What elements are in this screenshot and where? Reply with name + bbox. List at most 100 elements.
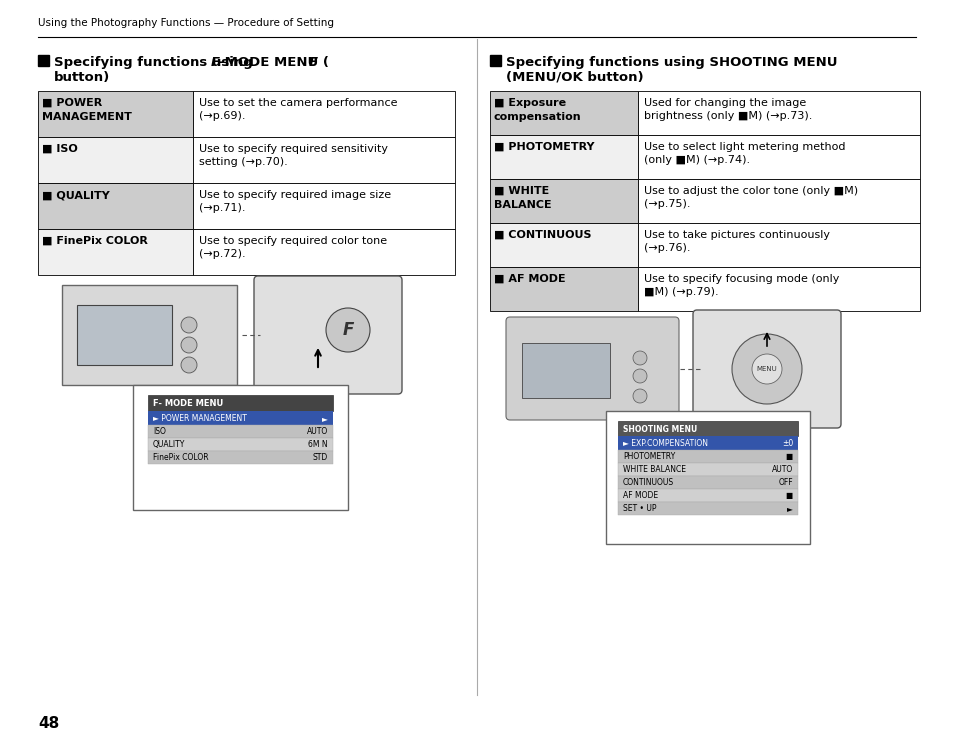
Text: -MODE MENU (: -MODE MENU ( bbox=[219, 56, 329, 69]
Text: ±0: ±0 bbox=[781, 439, 792, 448]
Text: F- MODE MENU: F- MODE MENU bbox=[152, 399, 223, 408]
Bar bbox=[38, 229, 193, 275]
Bar bbox=[193, 229, 455, 275]
Circle shape bbox=[731, 334, 801, 404]
Bar bbox=[490, 179, 638, 223]
Text: ■ WHITE: ■ WHITE bbox=[494, 186, 549, 196]
Text: AUTO: AUTO bbox=[771, 465, 792, 474]
Text: F: F bbox=[309, 56, 317, 69]
Text: ► EXP.COMPENSATION: ► EXP.COMPENSATION bbox=[622, 439, 707, 448]
Text: ■: ■ bbox=[785, 452, 792, 461]
Text: AUTO: AUTO bbox=[307, 427, 328, 436]
Text: Use to specify required image size: Use to specify required image size bbox=[199, 190, 391, 200]
Circle shape bbox=[181, 357, 196, 373]
Text: (→p.75).: (→p.75). bbox=[643, 199, 690, 209]
Circle shape bbox=[181, 337, 196, 353]
Text: compensation: compensation bbox=[494, 112, 581, 122]
Text: (only ■M) (→p.74).: (only ■M) (→p.74). bbox=[643, 155, 749, 165]
Text: (MENU/OK button): (MENU/OK button) bbox=[505, 71, 643, 84]
Text: ■M) (→p.79).: ■M) (→p.79). bbox=[643, 287, 718, 297]
Text: ■: ■ bbox=[785, 491, 792, 500]
Bar bbox=[638, 267, 919, 311]
Bar bbox=[618, 463, 797, 476]
Bar bbox=[193, 137, 455, 183]
Text: Used for changing the image: Used for changing the image bbox=[643, 98, 805, 108]
Text: ISO: ISO bbox=[152, 427, 166, 436]
Text: BALANCE: BALANCE bbox=[494, 200, 551, 210]
Bar bbox=[148, 425, 333, 438]
Bar bbox=[38, 183, 193, 229]
Text: Use to specify focusing mode (only: Use to specify focusing mode (only bbox=[643, 274, 839, 284]
Text: Specifying functions using: Specifying functions using bbox=[54, 56, 257, 69]
Text: ■ QUALITY: ■ QUALITY bbox=[42, 190, 110, 200]
Bar bbox=[490, 91, 638, 135]
Text: SET • UP: SET • UP bbox=[622, 504, 656, 513]
FancyBboxPatch shape bbox=[692, 310, 841, 428]
Text: ■ Exposure: ■ Exposure bbox=[494, 98, 565, 108]
Text: STD: STD bbox=[313, 453, 328, 462]
Bar bbox=[638, 91, 919, 135]
Bar bbox=[148, 438, 333, 451]
Bar bbox=[148, 395, 333, 411]
Text: QUALITY: QUALITY bbox=[152, 440, 185, 449]
Text: (→p.72).: (→p.72). bbox=[199, 249, 245, 259]
Text: CONTINUOUS: CONTINUOUS bbox=[622, 478, 674, 487]
Bar bbox=[638, 223, 919, 267]
Text: button): button) bbox=[54, 71, 111, 84]
Text: 48: 48 bbox=[38, 716, 59, 731]
Bar bbox=[193, 183, 455, 229]
Text: Specifying functions using SHOOTING MENU: Specifying functions using SHOOTING MENU bbox=[505, 56, 837, 69]
Circle shape bbox=[326, 308, 370, 352]
Text: OFF: OFF bbox=[778, 478, 792, 487]
Text: FinePix COLOR: FinePix COLOR bbox=[152, 453, 209, 462]
Bar bbox=[38, 137, 193, 183]
Circle shape bbox=[633, 369, 646, 383]
Text: Use to specify required color tone: Use to specify required color tone bbox=[199, 236, 387, 246]
Bar bbox=[38, 55, 49, 66]
Bar bbox=[618, 489, 797, 502]
Text: ■ AF MODE: ■ AF MODE bbox=[494, 274, 565, 284]
Polygon shape bbox=[62, 285, 236, 385]
Bar bbox=[618, 502, 797, 515]
Bar bbox=[521, 343, 609, 398]
Text: setting (→p.70).: setting (→p.70). bbox=[199, 157, 288, 167]
Bar bbox=[38, 91, 193, 137]
Text: Use to select light metering method: Use to select light metering method bbox=[643, 142, 844, 152]
Text: ► POWER MANAGEMENT: ► POWER MANAGEMENT bbox=[152, 414, 247, 423]
Bar bbox=[618, 436, 797, 450]
Text: ■ FinePix COLOR: ■ FinePix COLOR bbox=[42, 236, 148, 246]
Text: brightness (only ■M) (→p.73).: brightness (only ■M) (→p.73). bbox=[643, 111, 812, 121]
Text: (→p.71).: (→p.71). bbox=[199, 203, 245, 213]
Text: PHOTOMETRY: PHOTOMETRY bbox=[622, 452, 675, 461]
Text: Use to adjust the color tone (only ■M): Use to adjust the color tone (only ■M) bbox=[643, 186, 858, 196]
Bar bbox=[77, 305, 172, 365]
Bar bbox=[148, 451, 333, 464]
Text: 6M N: 6M N bbox=[308, 440, 328, 449]
FancyBboxPatch shape bbox=[253, 276, 401, 394]
Bar bbox=[638, 135, 919, 179]
Bar bbox=[490, 267, 638, 311]
Text: WHITE BALANCE: WHITE BALANCE bbox=[622, 465, 685, 474]
Text: AF MODE: AF MODE bbox=[622, 491, 658, 500]
Text: ■ POWER: ■ POWER bbox=[42, 98, 102, 108]
Circle shape bbox=[751, 354, 781, 384]
Bar bbox=[618, 421, 797, 436]
Text: Using the Photography Functions — Procedure of Setting: Using the Photography Functions — Proced… bbox=[38, 18, 334, 28]
FancyBboxPatch shape bbox=[505, 317, 679, 420]
Text: ■ ISO: ■ ISO bbox=[42, 144, 77, 154]
Bar bbox=[618, 476, 797, 489]
Bar bbox=[490, 135, 638, 179]
Text: F: F bbox=[342, 321, 354, 339]
Circle shape bbox=[633, 389, 646, 403]
Text: MANAGEMENT: MANAGEMENT bbox=[42, 112, 132, 122]
Text: (→p.69).: (→p.69). bbox=[199, 111, 245, 121]
Bar bbox=[638, 179, 919, 223]
Text: Use to set the camera performance: Use to set the camera performance bbox=[199, 98, 397, 108]
Text: Use to specify required sensitivity: Use to specify required sensitivity bbox=[199, 144, 388, 154]
Circle shape bbox=[181, 317, 196, 333]
Bar bbox=[193, 91, 455, 137]
Bar bbox=[490, 223, 638, 267]
Bar bbox=[490, 55, 500, 66]
Text: SHOOTING MENU: SHOOTING MENU bbox=[622, 425, 697, 434]
Text: ►: ► bbox=[786, 504, 792, 513]
